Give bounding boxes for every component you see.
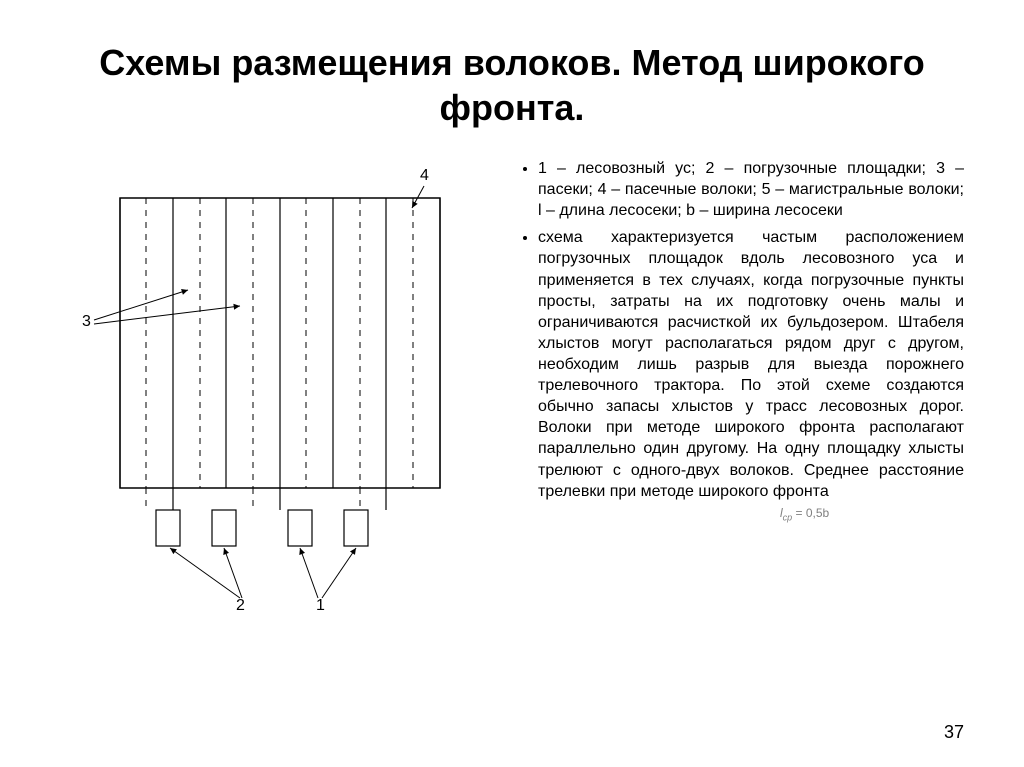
legend-bullet: 1 – лесовозный ус; 2 – погрузочные площа… [538, 158, 964, 221]
formula-sub: ср [783, 512, 793, 522]
bullet-list: 1 – лесовозный ус; 2 – погрузочные площа… [520, 158, 964, 502]
svg-text:1: 1 [316, 597, 325, 614]
formula: lср = 0,5b [780, 506, 964, 522]
content-row: 1 2 3 4 1 – лесовозный ус; 2 – погрузочные … [60, 158, 964, 628]
text-column: 1 – лесовозный ус; 2 – погрузочные площа… [520, 158, 964, 628]
svg-text:4: 4 [420, 167, 429, 184]
placement-diagram: 1 2 3 4 [60, 158, 490, 628]
page-number: 37 [944, 722, 964, 743]
page-title: Схемы размещения волоков. Метод широкого… [60, 40, 964, 130]
formula-rhs: = 0,5b [796, 506, 830, 520]
slide: Схемы размещения волоков. Метод широкого… [0, 0, 1024, 767]
svg-text:2: 2 [236, 597, 245, 614]
description-bullet: схема характеризуется частым расположени… [538, 227, 964, 501]
diagram-column: 1 2 3 4 [60, 158, 490, 628]
svg-text:3: 3 [82, 313, 91, 330]
